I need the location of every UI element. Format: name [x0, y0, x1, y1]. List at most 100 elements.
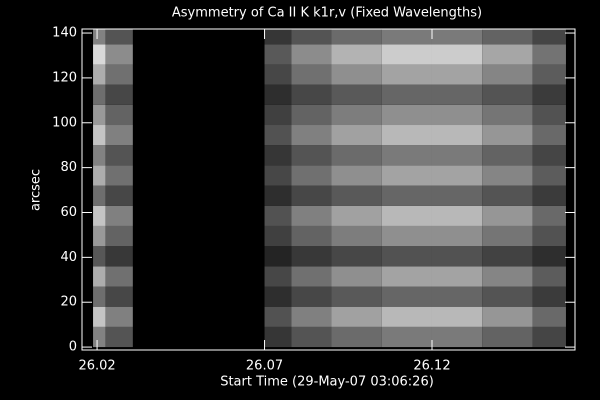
heatmap-cell [291, 266, 332, 287]
plot-frame [81, 28, 576, 351]
x-tick-label: 26.07 [246, 359, 283, 374]
heatmap-cell [93, 165, 106, 186]
heatmap-cell [381, 286, 432, 307]
heatmap-cell [264, 165, 292, 186]
heatmap-cell [291, 145, 332, 166]
heatmap-cell [532, 266, 566, 287]
heatmap-cell [93, 326, 106, 348]
heatmap-cell [431, 44, 483, 65]
heatmap-cell [431, 205, 483, 226]
heatmap-cell [331, 44, 382, 65]
heatmap-cell [105, 205, 133, 226]
heatmap-cell [132, 84, 265, 105]
heatmap-cell [105, 185, 133, 206]
heatmap-cell [331, 326, 382, 348]
heatmap-cell [431, 29, 483, 45]
heatmap-cell [264, 286, 292, 307]
heatmap-cell [264, 64, 292, 85]
heatmap-cell [381, 205, 432, 226]
heatmap-cell [93, 205, 106, 226]
heatmap-cell [93, 84, 106, 105]
heatmap-cell [132, 246, 265, 267]
heatmap-cell [291, 185, 332, 206]
heatmap-cell [93, 185, 106, 206]
heatmap-cell [132, 104, 265, 126]
heatmap-cell [532, 125, 566, 146]
heatmap-cell [264, 125, 292, 146]
heatmap-cell [532, 306, 566, 327]
heatmap-cell [132, 185, 265, 206]
heatmap-cell [291, 326, 332, 348]
heatmap-cell [532, 145, 566, 166]
heatmap-cell [331, 29, 382, 45]
heatmap-cell [331, 125, 382, 146]
heatmap-cell [132, 306, 265, 327]
heatmap-cell [132, 145, 265, 166]
heatmap-cell [482, 306, 533, 327]
heatmap-cell [381, 165, 432, 186]
heatmap-cell [532, 165, 566, 186]
heatmap-cell [264, 225, 292, 247]
y-axis-label: arcsec [29, 169, 44, 211]
y-tick-label: 100 [52, 115, 77, 130]
y-tick-label: 60 [60, 205, 77, 220]
heatmap-cell [132, 125, 265, 146]
heatmap-cell [291, 286, 332, 307]
heatmap-cell [291, 246, 332, 267]
heatmap-cell [482, 145, 533, 166]
heatmap-cell [381, 44, 432, 65]
heatmap-cell [431, 125, 483, 146]
y-tick-label: 120 [52, 70, 77, 85]
heatmap-cell [264, 205, 292, 226]
heatmap [93, 29, 566, 348]
heatmap-cell [105, 246, 133, 267]
heatmap-cell [482, 165, 533, 186]
heatmap-cell [291, 225, 332, 247]
heatmap-cell [291, 306, 332, 327]
heatmap-cell [482, 326, 533, 348]
heatmap-cell [331, 84, 382, 105]
heatmap-cell [431, 145, 483, 166]
heatmap-cell [482, 44, 533, 65]
heatmap-cell [381, 326, 432, 348]
heatmap-cell [264, 266, 292, 287]
heatmap-cell [431, 326, 483, 348]
heatmap-cell [331, 205, 382, 226]
heatmap-cell [482, 104, 533, 126]
heatmap-cell [93, 266, 106, 287]
heatmap-cell [431, 84, 483, 105]
heatmap-cell [381, 84, 432, 105]
heatmap-cell [132, 205, 265, 226]
heatmap-cell [381, 64, 432, 85]
heatmap-cell [264, 44, 292, 65]
heatmap-cell [93, 306, 106, 327]
heatmap-cell [93, 104, 106, 126]
heatmap-cell [482, 205, 533, 226]
heatmap-cell [532, 246, 566, 267]
heatmap-cell [532, 44, 566, 65]
heatmap-cell [381, 246, 432, 267]
heatmap-cell [532, 84, 566, 105]
heatmap-cell [93, 145, 106, 166]
x-axis-label: Start Time (29-May-07 03:06:26) [220, 375, 434, 390]
heatmap-cell [482, 64, 533, 85]
heatmap-cell [331, 246, 382, 267]
heatmap-cell [93, 286, 106, 307]
heatmap-cell [381, 225, 432, 247]
heatmap-cell [132, 326, 265, 348]
heatmap-cell [264, 145, 292, 166]
heatmap-cell [93, 125, 106, 146]
heatmap-cell [532, 286, 566, 307]
heatmap-cell [532, 225, 566, 247]
heatmap-cell [105, 64, 133, 85]
heatmap-cell [381, 125, 432, 146]
chart-title: Asymmetry of Ca II K k1r,v (Fixed Wavele… [172, 6, 482, 21]
heatmap-cell [532, 326, 566, 348]
heatmap-cell [532, 104, 566, 126]
heatmap-cell [132, 44, 265, 65]
heatmap-cell [331, 306, 382, 327]
heatmap-cell [431, 64, 483, 85]
heatmap-cell [532, 185, 566, 206]
heatmap-cell [482, 84, 533, 105]
heatmap-cell [482, 29, 533, 45]
